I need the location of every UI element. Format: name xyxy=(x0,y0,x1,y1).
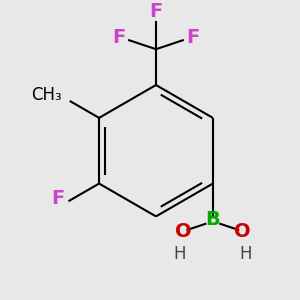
Text: H: H xyxy=(174,245,186,263)
Text: O: O xyxy=(175,222,191,241)
Text: F: F xyxy=(149,2,163,21)
Text: F: F xyxy=(112,28,125,47)
Text: H: H xyxy=(239,245,252,263)
Text: F: F xyxy=(51,189,64,208)
Text: CH₃: CH₃ xyxy=(31,86,61,104)
Text: B: B xyxy=(206,210,220,229)
Text: F: F xyxy=(187,28,200,47)
Text: O: O xyxy=(234,222,251,241)
